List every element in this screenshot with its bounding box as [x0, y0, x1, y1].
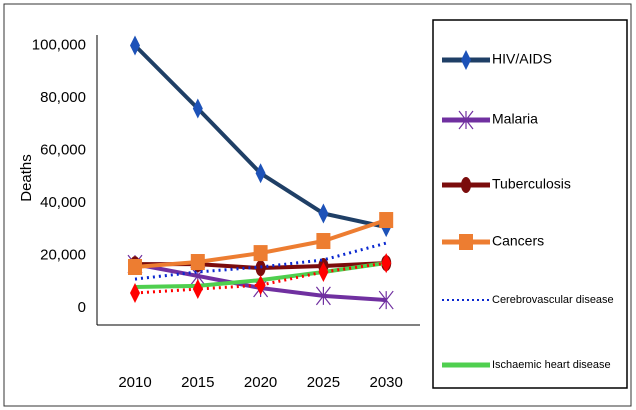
legend-label: HIV/AIDS [492, 51, 552, 67]
y-tick-label: 60,000 [40, 141, 86, 158]
marker [459, 234, 473, 250]
line [134, 261, 387, 295]
x-tick-label: 2025 [307, 374, 340, 391]
marker [316, 233, 331, 250]
marker [378, 290, 394, 310]
legend-label: Ischaemic heart disease [492, 359, 611, 371]
marker [130, 282, 140, 303]
y-tick-label: 40,000 [40, 194, 86, 211]
legend-label: Malaria [492, 111, 538, 127]
marker [461, 177, 471, 193]
legend-box [432, 19, 628, 389]
marker [381, 253, 392, 274]
marker [128, 259, 142, 275]
marker [318, 203, 329, 224]
marker [318, 261, 329, 282]
marker [192, 279, 203, 300]
y-axis-label: Deaths [18, 154, 35, 202]
marker [255, 275, 266, 296]
y-tick-label: 20,000 [40, 246, 86, 263]
x-tick-label: 2010 [118, 374, 151, 391]
legend-label: Cancers [492, 233, 544, 249]
marker [192, 98, 203, 119]
legend-label: Cerebrovascular disease [492, 294, 614, 306]
marker [253, 245, 268, 262]
legend-label: Tuberculosis [492, 176, 571, 192]
marker [315, 286, 331, 306]
y-tick-label: 100,000 [32, 36, 86, 53]
x-tick-label: 2015 [181, 374, 214, 391]
marker [458, 110, 474, 130]
x-tick-label: 2030 [370, 374, 403, 391]
marker [461, 50, 471, 70]
marker [379, 212, 394, 229]
x-tick-label: 2020 [244, 374, 277, 391]
y-tick-label: 80,000 [40, 89, 86, 106]
marker [190, 254, 205, 271]
marker [130, 35, 140, 56]
y-tick-label: 0 [78, 299, 86, 316]
marker [255, 163, 266, 184]
line [134, 241, 387, 281]
